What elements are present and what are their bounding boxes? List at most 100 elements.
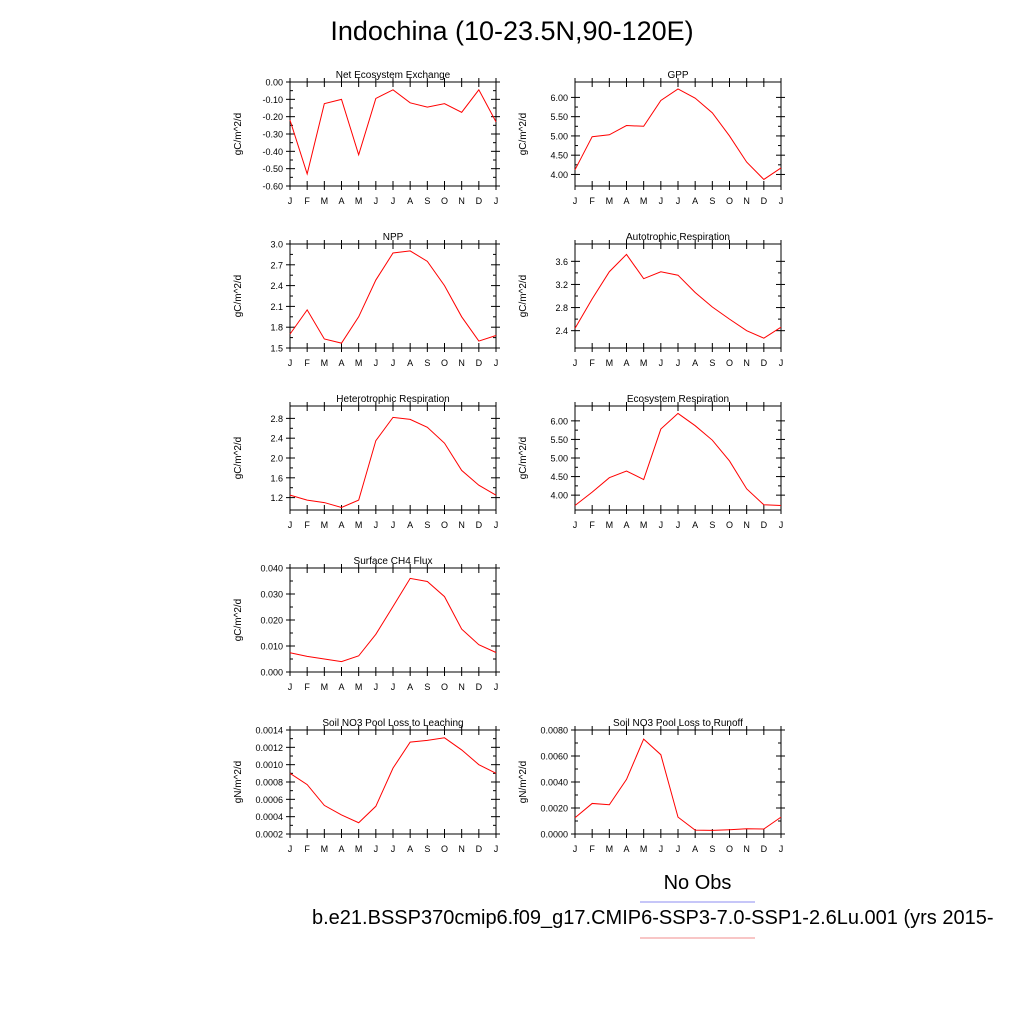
panel-title: Soil NO3 Pool Loss to Runoff bbox=[613, 718, 743, 729]
y-tick-label: -0.20 bbox=[262, 112, 283, 122]
y-tick-label: 5.50 bbox=[550, 435, 568, 445]
y-tick-label: -0.50 bbox=[262, 164, 283, 174]
x-tick-label: S bbox=[709, 520, 715, 530]
x-tick-label: M bbox=[606, 520, 614, 530]
x-tick-label: M bbox=[355, 520, 363, 530]
series-line bbox=[289, 577, 497, 663]
x-tick-label: J bbox=[573, 358, 578, 368]
x-tick-label: J bbox=[374, 520, 379, 530]
x-tick-label: F bbox=[304, 844, 310, 854]
x-tick-label: J bbox=[494, 358, 499, 368]
x-tick-label: D bbox=[761, 196, 768, 206]
x-tick-label: S bbox=[709, 358, 715, 368]
x-tick-label: O bbox=[726, 358, 733, 368]
y-tick-label: 0.0000 bbox=[540, 830, 568, 840]
x-tick-label: J bbox=[676, 196, 681, 206]
y-tick-label: 0.0004 bbox=[255, 812, 283, 822]
y-tick-label: 5.50 bbox=[550, 112, 568, 122]
x-tick-label: S bbox=[424, 520, 430, 530]
y-tick-label: 0.0006 bbox=[255, 795, 283, 805]
x-tick-label: A bbox=[692, 358, 698, 368]
y-tick-label: 2.4 bbox=[270, 281, 283, 291]
plot-frame bbox=[574, 729, 782, 835]
x-tick-label: J bbox=[779, 196, 784, 206]
x-tick-label: J bbox=[374, 844, 379, 854]
x-tick-label: A bbox=[338, 520, 344, 530]
x-tick-label: J bbox=[494, 520, 499, 530]
y-tick-label: 0.040 bbox=[260, 564, 283, 574]
series-line bbox=[289, 737, 497, 824]
x-tick-label: N bbox=[458, 844, 465, 854]
x-tick-label: S bbox=[424, 358, 430, 368]
y-tick-label: 2.4 bbox=[270, 434, 283, 444]
x-tick-label: J bbox=[391, 844, 396, 854]
x-tick-label: M bbox=[606, 844, 614, 854]
x-tick-label: F bbox=[589, 844, 595, 854]
series-line bbox=[289, 416, 497, 509]
y-tick-label: 3.2 bbox=[555, 280, 568, 290]
plot-frame bbox=[289, 405, 497, 511]
panel-title: Autotrophic Respiration bbox=[626, 232, 730, 243]
x-tick-label: M bbox=[640, 196, 648, 206]
x-tick-label: J bbox=[573, 196, 578, 206]
x-tick-label: J bbox=[391, 520, 396, 530]
x-tick-label: S bbox=[424, 844, 430, 854]
x-tick-label: O bbox=[441, 520, 448, 530]
x-tick-label: J bbox=[779, 520, 784, 530]
x-tick-label: F bbox=[589, 358, 595, 368]
x-tick-label: D bbox=[761, 358, 768, 368]
x-tick-label: A bbox=[338, 844, 344, 854]
x-tick-label: J bbox=[391, 358, 396, 368]
plot-frame bbox=[289, 81, 497, 187]
x-tick-label: D bbox=[761, 520, 768, 530]
x-tick-label: A bbox=[407, 358, 413, 368]
x-tick-label: J bbox=[659, 196, 664, 206]
plot-frame bbox=[574, 81, 782, 187]
x-tick-label: A bbox=[338, 358, 344, 368]
series-line bbox=[574, 88, 782, 181]
y-tick-label: 5.00 bbox=[550, 454, 568, 464]
panel-title: Net Ecosystem Exchange bbox=[336, 70, 451, 81]
y-tick-label: 2.4 bbox=[555, 326, 568, 336]
x-tick-label: J bbox=[374, 358, 379, 368]
y-axis-label: gC/m^2/d bbox=[233, 437, 244, 480]
y-tick-label: -0.40 bbox=[262, 147, 283, 157]
y-tick-label: 0.0002 bbox=[255, 830, 283, 840]
x-tick-label: M bbox=[355, 358, 363, 368]
x-tick-label: J bbox=[659, 844, 664, 854]
x-tick-label: S bbox=[709, 844, 715, 854]
panel-title: Soil NO3 Pool Loss to Leaching bbox=[322, 718, 463, 729]
y-axis-label: gC/m^2/d bbox=[233, 113, 244, 156]
panel-title: GPP bbox=[667, 70, 688, 81]
x-tick-label: A bbox=[407, 196, 413, 206]
x-tick-label: F bbox=[304, 682, 310, 692]
y-tick-label: 4.00 bbox=[550, 170, 568, 180]
x-tick-label: S bbox=[424, 196, 430, 206]
y-tick-label: 4.50 bbox=[550, 151, 568, 161]
x-tick-label: A bbox=[623, 196, 629, 206]
y-tick-label: 4.50 bbox=[550, 472, 568, 482]
y-tick-label: 0.030 bbox=[260, 590, 283, 600]
y-tick-label: 0.0012 bbox=[255, 743, 283, 753]
y-axis-label: gN/m^2/d bbox=[518, 761, 529, 804]
panel-title: NPP bbox=[383, 232, 404, 243]
y-axis-label: gC/m^2/d bbox=[233, 275, 244, 318]
y-tick-label: -0.30 bbox=[262, 130, 283, 140]
x-tick-label: O bbox=[441, 682, 448, 692]
x-tick-label: S bbox=[709, 196, 715, 206]
x-tick-label: J bbox=[288, 196, 293, 206]
x-tick-label: A bbox=[407, 520, 413, 530]
x-tick-label: F bbox=[589, 196, 595, 206]
x-tick-label: O bbox=[726, 196, 733, 206]
x-tick-label: J bbox=[494, 196, 499, 206]
x-tick-label: J bbox=[374, 682, 379, 692]
x-tick-label: N bbox=[743, 358, 750, 368]
x-tick-label: M bbox=[640, 520, 648, 530]
x-tick-label: O bbox=[726, 520, 733, 530]
x-tick-label: J bbox=[288, 682, 293, 692]
